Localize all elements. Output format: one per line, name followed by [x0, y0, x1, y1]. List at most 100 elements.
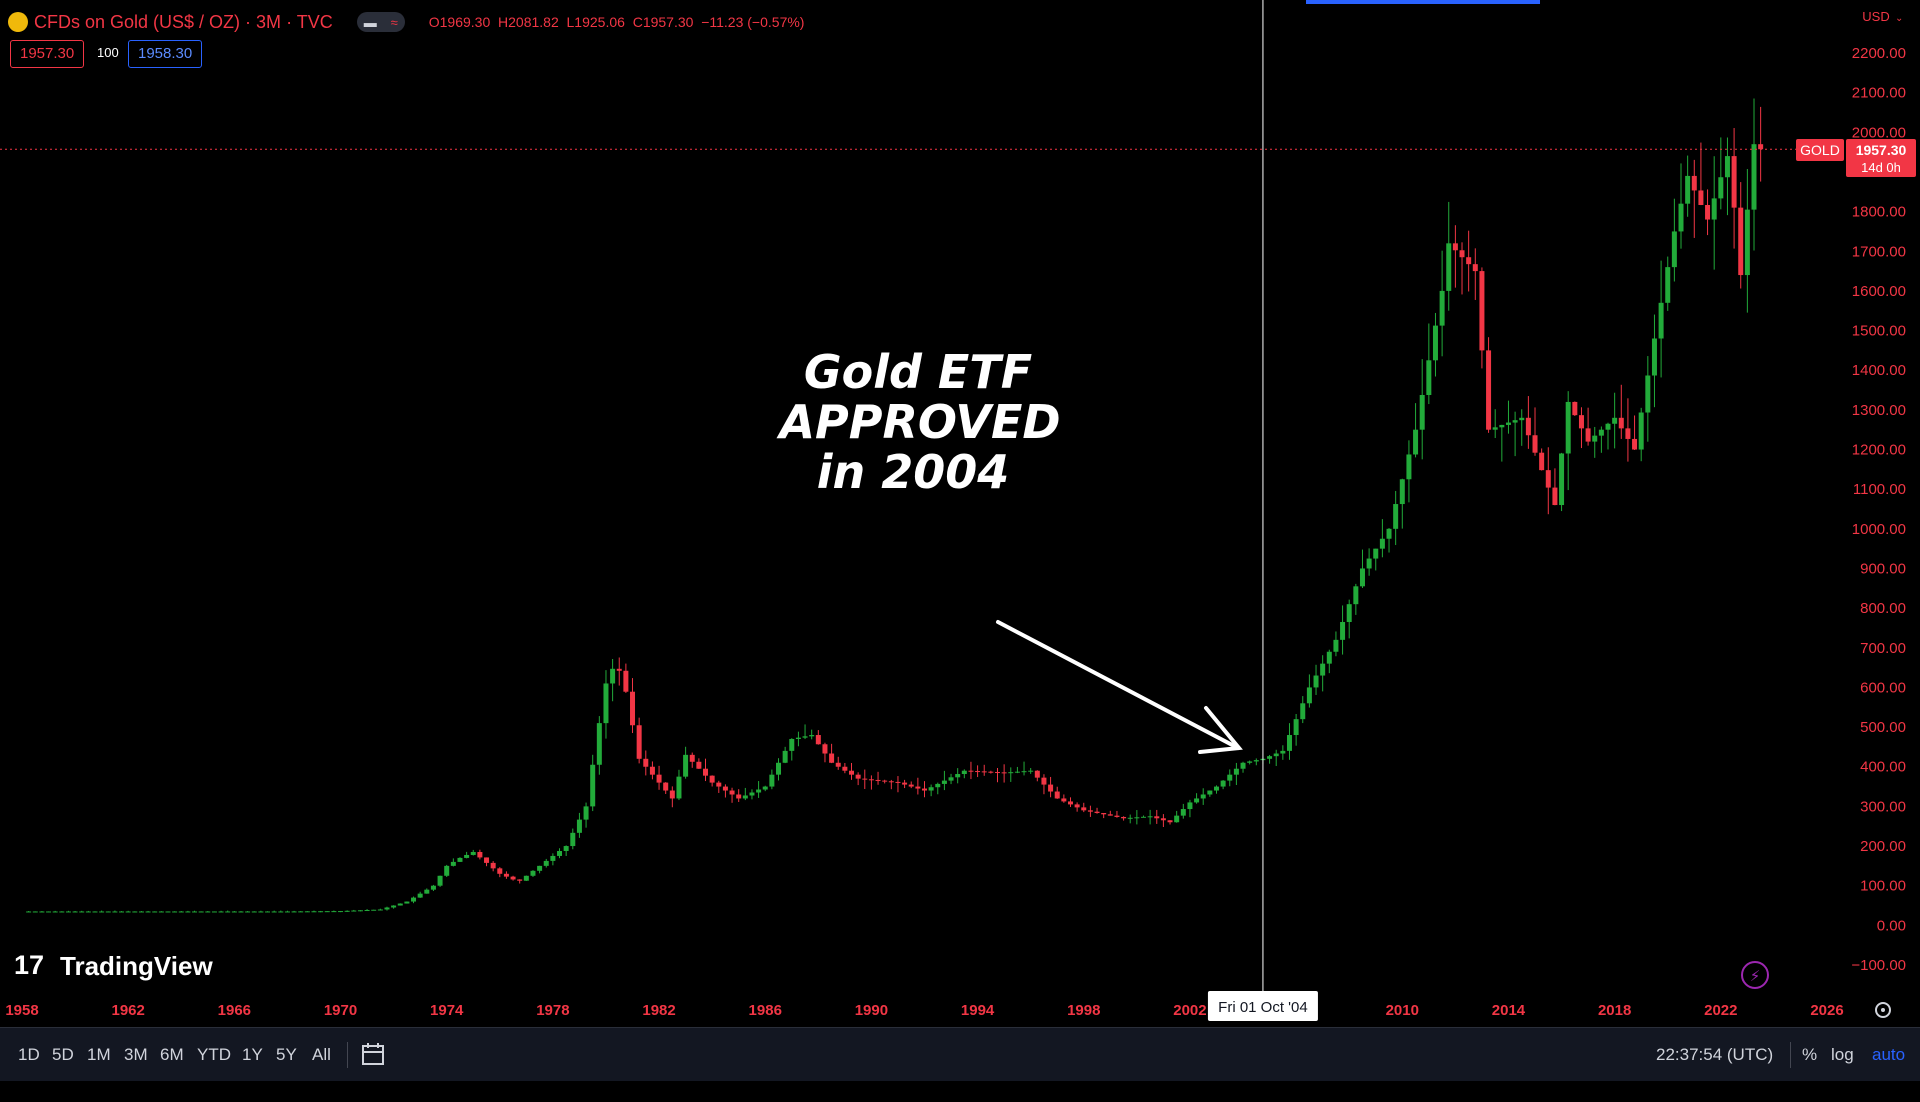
candle-body	[497, 868, 503, 874]
auto-toggle[interactable]: auto	[1872, 1045, 1906, 1064]
candle-body	[948, 777, 954, 781]
candle-body	[52, 911, 58, 913]
candle-body	[1399, 479, 1405, 505]
candle-body	[397, 903, 403, 906]
candle-body	[1705, 205, 1711, 220]
log-toggle[interactable]: log	[1831, 1045, 1854, 1064]
minus-icon: ▬	[363, 14, 377, 30]
range-1m[interactable]: 1M	[87, 1045, 111, 1064]
candle-body	[1253, 760, 1259, 762]
price-tick-label: −100.00	[1851, 957, 1906, 974]
candle-body	[703, 768, 709, 776]
candle-body	[603, 683, 609, 724]
candle-body	[311, 911, 317, 913]
candle-body	[99, 911, 105, 913]
candle-body	[1426, 360, 1432, 395]
candle-body	[908, 784, 914, 787]
utc-clock[interactable]: 22:37:54 (UTC)	[1656, 1045, 1774, 1064]
time-tick-label: 1958	[5, 1002, 38, 1019]
candle-body	[72, 911, 78, 913]
candle-body	[1101, 813, 1107, 815]
candle-body	[1446, 243, 1452, 291]
candle-body	[1353, 586, 1359, 605]
candle-body	[152, 911, 158, 913]
candle-body	[291, 911, 297, 913]
candle-body	[842, 766, 848, 771]
candle-body	[384, 907, 390, 910]
price-tick-label: 1400.00	[1852, 362, 1906, 379]
candle-body	[79, 911, 85, 913]
buy-price-button[interactable]: 1958.30	[128, 40, 203, 68]
candle-body	[464, 854, 470, 858]
range-all[interactable]: All	[312, 1045, 331, 1064]
candle-body	[211, 911, 217, 913]
chevron-down-icon[interactable]: ⌄	[1895, 13, 1903, 24]
candle-body	[795, 737, 801, 739]
candle-body	[776, 762, 782, 775]
candle-body	[762, 786, 768, 790]
candle-body	[543, 860, 549, 866]
candle-body	[444, 865, 450, 876]
candle-body	[1067, 801, 1073, 805]
candle-body	[1519, 417, 1525, 421]
candle-body	[683, 754, 689, 777]
sell-price-button[interactable]: 1957.30	[10, 40, 85, 68]
range-3m[interactable]: 3M	[124, 1045, 148, 1064]
candle-body	[510, 876, 516, 880]
candle-body	[238, 911, 244, 913]
candle-body	[623, 670, 629, 692]
candle-body	[849, 770, 855, 775]
candle-body	[1293, 719, 1299, 736]
candle-body	[178, 911, 184, 913]
candle-body	[1326, 651, 1332, 664]
time-tick-label: 1998	[1067, 1002, 1100, 1019]
ohlc-values: O1969.30 H2081.82 L1925.06 C1957.30 −11.…	[428, 14, 805, 30]
calendar-icon[interactable]	[361, 1028, 387, 1081]
candle-body	[570, 832, 576, 847]
legend-toggle[interactable]: ▬ ≈	[356, 12, 405, 32]
price-tick-label: 1300.00	[1852, 402, 1906, 419]
price-tick-label: 200.00	[1860, 838, 1906, 855]
candle-body	[85, 911, 91, 913]
candle-body	[729, 790, 735, 795]
time-tick-label: 1970	[324, 1002, 357, 1019]
candle-body	[961, 770, 967, 775]
candle-body	[941, 780, 947, 784]
time-tick-label: 1962	[111, 1002, 144, 1019]
percent-toggle[interactable]: %	[1802, 1045, 1818, 1064]
candle-body	[1539, 452, 1545, 471]
candle-body	[457, 857, 463, 862]
range-5y[interactable]: 5Y	[276, 1045, 297, 1064]
candle-body	[722, 786, 728, 791]
candle-body	[1758, 144, 1764, 150]
price-tick-label: 100.00	[1860, 878, 1906, 895]
candle-body	[1194, 798, 1200, 803]
candle-body	[975, 771, 981, 773]
candle-body	[636, 725, 642, 759]
range-1y[interactable]: 1Y	[242, 1045, 263, 1064]
candle-body	[351, 910, 357, 912]
candle-body	[915, 786, 921, 789]
candle-body	[1081, 807, 1087, 811]
currency-selector[interactable]: USD	[1862, 9, 1889, 24]
range-ytd[interactable]: YTD	[197, 1045, 231, 1064]
candle-body	[517, 879, 523, 881]
candle-body	[470, 851, 476, 855]
candle-body	[663, 782, 669, 791]
price-tick-label: 1000.00	[1852, 521, 1906, 538]
lightning-icon[interactable]: ⚡	[1741, 961, 1769, 989]
gear-icon[interactable]	[1875, 1002, 1891, 1018]
candle-body	[1492, 427, 1498, 430]
candle-body	[1413, 429, 1419, 455]
symbol-title[interactable]: CFDs on Gold (US$ / OZ) · 3M · TVC	[34, 11, 333, 32]
range-6m[interactable]: 6M	[160, 1045, 184, 1064]
crosshair-time-label-text: Fri 01 Oct '04	[1218, 999, 1308, 1016]
range-5d[interactable]: 5D	[52, 1045, 74, 1064]
price-tick-label: 1800.00	[1852, 204, 1906, 221]
tradingview-logo-icon: 17	[14, 950, 44, 980]
candle-body	[1366, 558, 1372, 569]
time-tick-label: 1994	[961, 1002, 995, 1019]
range-1d[interactable]: 1D	[18, 1045, 40, 1064]
candle-body	[769, 774, 775, 787]
